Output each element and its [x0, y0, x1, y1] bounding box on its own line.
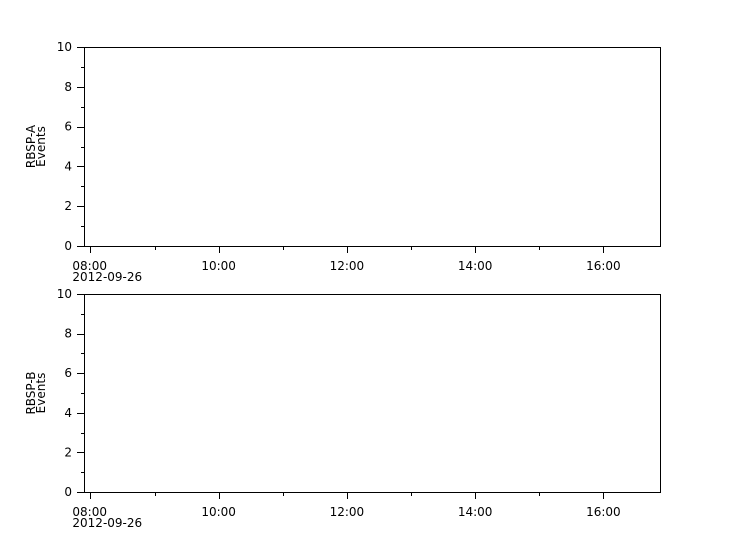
y-tick-label: 0: [64, 485, 72, 499]
y-tick-label: 10: [57, 40, 72, 54]
y-axis-label: Events: [34, 126, 48, 167]
x-tick-label: 08:00: [72, 259, 107, 273]
y-axis-label: RBSP-B: [24, 371, 38, 414]
x-tick-label: 08:00: [72, 505, 107, 519]
y-tick-label: 8: [64, 80, 72, 94]
y-tick-label: 6: [64, 366, 72, 380]
y-tick-label: 10: [57, 287, 72, 301]
plot-frame: [84, 294, 661, 493]
x-tick-label: 12:00: [330, 505, 365, 519]
y-tick-label: 6: [64, 120, 72, 134]
y-tick-label: 2: [64, 445, 72, 459]
y-tick-label: 4: [64, 406, 72, 420]
x-tick-label: 14:00: [458, 505, 493, 519]
x-date-label: 2012-09-26: [72, 270, 142, 284]
x-tick-label: 16:00: [586, 259, 621, 273]
plot-frame: [84, 47, 661, 247]
x-tick-label: 10:00: [201, 259, 236, 273]
x-tick-label: 14:00: [458, 259, 493, 273]
y-tick-label: 4: [64, 159, 72, 173]
y-axis-label: Events: [34, 373, 48, 414]
y-tick-label: 8: [64, 327, 72, 341]
x-date-label: 2012-09-26: [72, 516, 142, 530]
y-tick-label: 2: [64, 199, 72, 213]
x-tick-label: 16:00: [586, 505, 621, 519]
y-tick-label: 0: [64, 239, 72, 253]
x-tick-label: 12:00: [330, 259, 365, 273]
y-axis-label: RBSP-A: [24, 124, 38, 168]
x-tick-label: 10:00: [201, 505, 236, 519]
